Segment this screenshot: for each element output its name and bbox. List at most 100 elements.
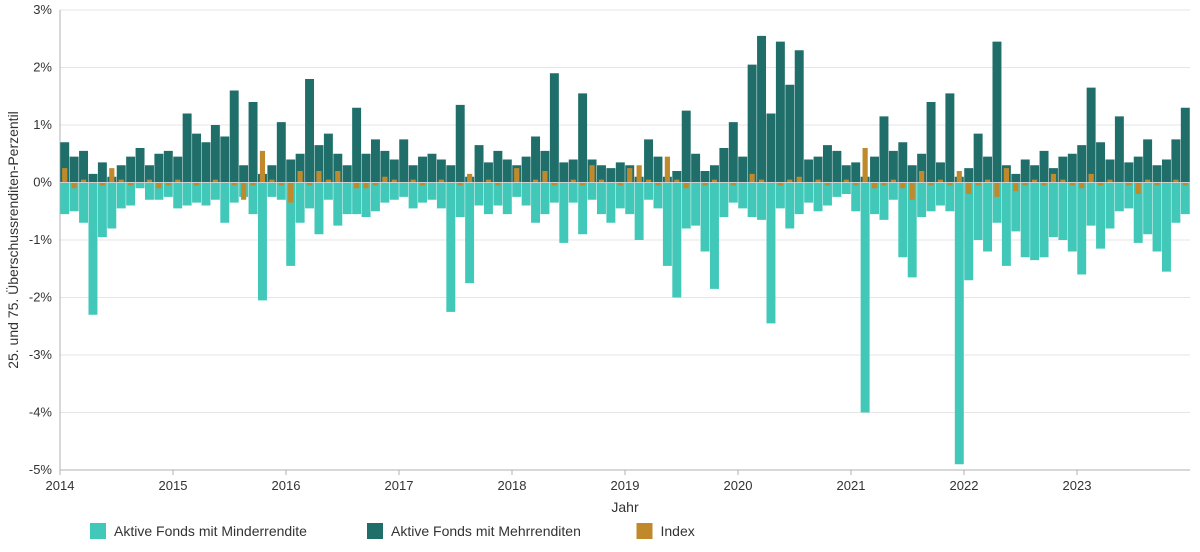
bar — [832, 151, 841, 183]
bar — [832, 183, 841, 197]
bar — [117, 183, 126, 209]
bar — [738, 157, 747, 183]
bar — [776, 183, 785, 209]
bar — [983, 183, 992, 252]
bar — [409, 183, 418, 209]
bar — [1171, 183, 1180, 223]
bar — [994, 183, 999, 197]
y-axis-label: 25. und 75. Überschussrenditen-Perzentil — [4, 111, 21, 369]
bar — [919, 171, 924, 183]
bar — [437, 183, 446, 209]
series-over — [60, 36, 1190, 183]
bar — [719, 148, 728, 183]
bar — [239, 165, 248, 182]
y-tick-label: -5% — [29, 462, 53, 477]
bar — [1162, 160, 1171, 183]
bar — [879, 183, 888, 220]
legend-swatch — [90, 523, 106, 539]
excess-return-percentile-chart: -5%-4%-3%-2%-1%0%1%2%3%20142015201620172… — [0, 0, 1200, 552]
bar — [898, 183, 907, 258]
bar — [298, 171, 303, 183]
bar — [569, 160, 578, 183]
bar — [1134, 157, 1143, 183]
bar — [900, 183, 905, 189]
bar — [1068, 183, 1077, 252]
bar — [230, 183, 239, 203]
x-tick-label: 2017 — [385, 478, 414, 493]
bar — [814, 183, 823, 212]
bar — [974, 134, 983, 183]
bar — [503, 183, 512, 215]
bar — [559, 183, 568, 243]
bar — [70, 157, 79, 183]
bar — [1136, 183, 1141, 195]
legend-swatch — [367, 523, 383, 539]
bar — [1171, 139, 1180, 182]
y-tick-label: -1% — [29, 232, 53, 247]
bar — [823, 145, 832, 182]
bar — [173, 157, 182, 183]
bar — [1021, 160, 1030, 183]
bar — [842, 183, 851, 195]
bar — [945, 183, 954, 212]
bar — [62, 168, 67, 182]
bar — [1068, 154, 1077, 183]
bar — [465, 183, 474, 284]
bar — [362, 154, 371, 183]
bar — [766, 114, 775, 183]
bar — [277, 122, 286, 182]
bar — [795, 50, 804, 182]
bar — [399, 183, 408, 197]
x-ticks: 2014201520162017201820192020202120222023 — [46, 470, 1092, 493]
bar — [484, 183, 493, 215]
bar — [1143, 183, 1152, 235]
bar — [955, 183, 964, 465]
bar — [1079, 183, 1084, 189]
bar — [324, 134, 333, 183]
bar — [1011, 174, 1020, 183]
bar — [663, 183, 672, 266]
bar — [267, 183, 276, 197]
chart-svg: -5%-4%-3%-2%-1%0%1%2%3%20142015201620172… — [0, 0, 1200, 552]
bar — [684, 183, 689, 189]
bar — [418, 183, 427, 203]
bar — [136, 148, 145, 183]
bar — [98, 183, 107, 238]
bar — [1040, 151, 1049, 183]
bar — [606, 183, 615, 223]
bar — [363, 183, 368, 189]
bar — [1087, 183, 1096, 226]
bar — [785, 183, 794, 229]
bar — [682, 111, 691, 183]
bar — [296, 183, 305, 223]
bar — [889, 151, 898, 183]
x-tick-label: 2016 — [272, 478, 301, 493]
bar — [1115, 183, 1124, 212]
legend-label: Aktive Fonds mit Minderrendite — [114, 523, 307, 539]
y-tick-label: 3% — [33, 2, 52, 17]
bar — [512, 183, 521, 197]
bar — [260, 151, 265, 183]
x-tick-label: 2023 — [1063, 478, 1092, 493]
bar — [908, 165, 917, 182]
bar — [569, 183, 578, 203]
bar — [738, 183, 747, 209]
bar — [380, 183, 389, 203]
bar — [957, 171, 962, 183]
bar — [644, 183, 653, 200]
bar — [343, 165, 352, 182]
bar — [691, 183, 700, 226]
bar — [748, 183, 757, 218]
bar — [804, 160, 813, 183]
bar — [192, 134, 201, 183]
bar — [550, 73, 559, 182]
bar — [305, 183, 314, 209]
bar — [201, 183, 210, 206]
bar — [917, 183, 926, 218]
bar — [1002, 183, 1011, 266]
bar — [542, 171, 547, 183]
bar — [910, 183, 915, 200]
bar — [446, 183, 455, 312]
bar — [729, 183, 738, 203]
bar — [418, 157, 427, 183]
